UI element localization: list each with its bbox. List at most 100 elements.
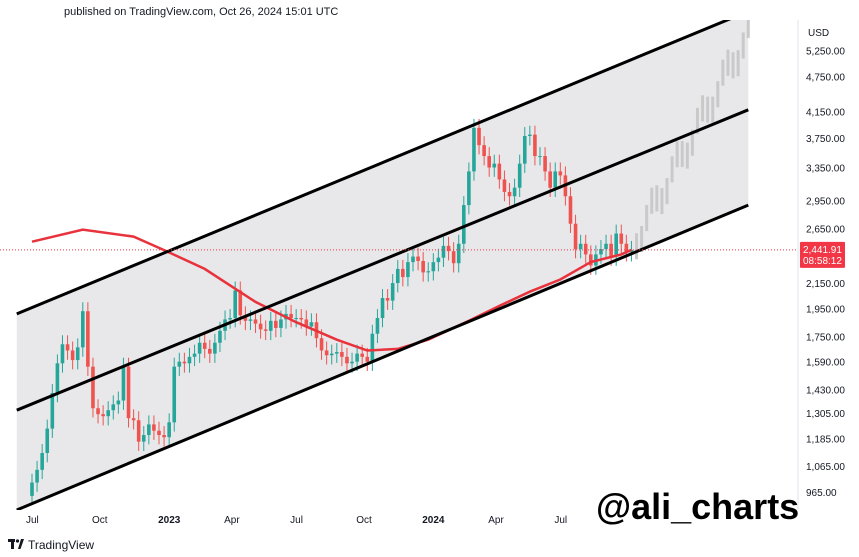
candle-body bbox=[589, 254, 593, 266]
candle bbox=[507, 182, 512, 206]
candle-body bbox=[350, 361, 354, 364]
last-price-badge: 2,441.91 08:58:12 bbox=[800, 241, 845, 268]
time-axis[interactable]: Jul Oct 2023 Apr Jul Oct 2024 Apr Jul bbox=[26, 515, 567, 526]
projection-candle bbox=[711, 96, 715, 123]
candle-body bbox=[55, 363, 60, 394]
candle-body bbox=[96, 408, 100, 415]
candle-body bbox=[421, 260, 425, 273]
time-tick-label: 2023 bbox=[158, 515, 181, 526]
candle-body bbox=[309, 322, 314, 327]
candle bbox=[416, 247, 420, 271]
candle-body bbox=[380, 298, 385, 319]
candle bbox=[172, 357, 177, 432]
candle bbox=[147, 415, 151, 445]
projection-candle bbox=[746, 20, 750, 38]
candle bbox=[533, 125, 537, 166]
candle-body bbox=[86, 311, 90, 367]
candle bbox=[543, 147, 547, 181]
candle-body bbox=[451, 251, 456, 264]
candle bbox=[136, 411, 141, 451]
candle bbox=[380, 289, 385, 328]
candle bbox=[568, 187, 573, 233]
projection-candle bbox=[685, 142, 689, 169]
candle-body bbox=[187, 356, 192, 364]
candle-body bbox=[162, 435, 166, 438]
price-tick-label: 1,590.00 bbox=[806, 358, 845, 369]
price-chart[interactable]: USD 965.00 1,065.00 1,185.00 1,305.00 1,430.… bbox=[0, 0, 859, 530]
plot-area[interactable] bbox=[0, 11, 798, 510]
candle-body bbox=[294, 318, 298, 320]
price-tick-label: 1,750.00 bbox=[806, 333, 845, 344]
candle bbox=[522, 127, 527, 173]
candle bbox=[126, 357, 131, 428]
candle-body bbox=[60, 344, 65, 364]
time-tick-label: Apr bbox=[224, 515, 240, 526]
candles bbox=[30, 118, 634, 506]
footer-brand-label: TradingView bbox=[28, 538, 95, 552]
projection-candle bbox=[706, 96, 710, 123]
candle bbox=[451, 242, 456, 273]
projection-candle bbox=[680, 140, 684, 168]
candle bbox=[558, 162, 563, 185]
candle bbox=[40, 444, 44, 480]
candle bbox=[467, 162, 471, 215]
price-axis[interactable]: 965.00 1,065.00 1,185.00 1,305.00 1,430.00 1,… bbox=[806, 46, 845, 498]
candle bbox=[91, 357, 95, 418]
candle-body bbox=[136, 420, 141, 442]
candle-body bbox=[487, 156, 491, 168]
projection-candle bbox=[650, 187, 654, 214]
candle bbox=[421, 252, 425, 282]
candle-body bbox=[614, 233, 618, 257]
candle bbox=[60, 335, 65, 373]
candle bbox=[157, 421, 161, 445]
projection-candle bbox=[721, 59, 725, 86]
candle-body bbox=[233, 290, 237, 319]
projection-candle bbox=[670, 156, 674, 183]
price-tick-label: 3,750.00 bbox=[806, 134, 845, 145]
candle bbox=[385, 289, 390, 310]
projection-candles bbox=[635, 20, 750, 260]
candle-body bbox=[624, 243, 629, 253]
candle bbox=[583, 234, 588, 264]
candle bbox=[268, 311, 273, 341]
candle bbox=[187, 347, 192, 373]
candle-body bbox=[558, 171, 563, 176]
footer-brand[interactable]: TradingView bbox=[8, 538, 94, 552]
candle-body bbox=[426, 271, 431, 273]
projection-candle bbox=[701, 95, 705, 122]
candle-body bbox=[568, 196, 573, 224]
candle bbox=[182, 352, 187, 373]
candle-body bbox=[126, 366, 131, 419]
candle-body bbox=[319, 338, 324, 351]
candle bbox=[411, 247, 415, 272]
candle bbox=[294, 309, 298, 328]
candle bbox=[406, 253, 410, 287]
time-tick-label: Apr bbox=[488, 515, 504, 526]
candle-body bbox=[548, 171, 552, 188]
candle-body bbox=[329, 353, 334, 356]
candle bbox=[167, 413, 171, 447]
moving-average-line bbox=[31, 228, 632, 352]
candle bbox=[375, 309, 380, 344]
candle bbox=[253, 310, 258, 333]
candle-body bbox=[583, 243, 588, 255]
candle bbox=[197, 333, 202, 363]
candle-body bbox=[197, 342, 202, 354]
candle-body bbox=[355, 353, 359, 362]
time-tick-label: Oct bbox=[356, 515, 372, 526]
candle-body bbox=[274, 320, 278, 328]
candle-body bbox=[106, 410, 110, 417]
candle-body bbox=[365, 356, 370, 362]
projection-candle bbox=[645, 204, 649, 232]
candle bbox=[517, 154, 522, 197]
candle-body bbox=[213, 342, 217, 354]
currency-label: USD bbox=[808, 28, 829, 39]
time-tick-label: Oct bbox=[92, 515, 108, 526]
price-tick-label: 4,150.00 bbox=[806, 108, 845, 119]
channel-line-upper bbox=[16, 20, 732, 316]
price-tick-label: 1,185.00 bbox=[806, 434, 845, 445]
candle-body bbox=[131, 418, 136, 421]
candle bbox=[30, 473, 34, 506]
projection-candle bbox=[741, 32, 745, 59]
candle-body bbox=[167, 422, 171, 438]
